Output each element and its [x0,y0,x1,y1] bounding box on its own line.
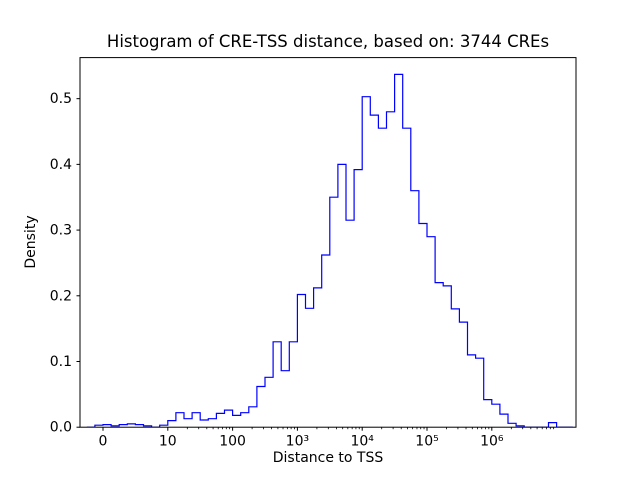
y-tick-label: 0.5 [50,91,72,107]
plot-area [80,57,576,428]
x-axis-label: Distance to TSS [273,450,384,466]
y-axis-label: Density [23,215,39,268]
y-tick-label: 0.0 [50,420,72,436]
x-tick-label: 10 [159,434,177,450]
x-axis-ticks: 0 10 100 10³ 10⁴ 10⁵ 10⁶ [99,427,504,450]
y-axis-ticks: 0.0 0.1 0.2 0.3 0.4 0.5 [50,91,80,436]
axes-spines [79,57,577,428]
x-tick-label: 0 [99,434,108,450]
x-tick-label: 100 [219,434,246,450]
y-tick-label: 0.2 [50,288,72,304]
chart-title: Histogram of CRE-TSS distance, based on:… [107,32,549,51]
x-tick-label: 10⁶ [480,434,504,450]
y-tick-label: 0.4 [50,157,72,173]
y-tick-label: 0.1 [50,354,72,370]
x-tick-label: 10⁵ [415,434,438,450]
histogram-step-line [86,73,573,428]
y-tick-label: 0.3 [50,223,72,239]
x-tick-label: 10³ [286,434,309,450]
x-tick-label: 10⁴ [350,434,374,450]
